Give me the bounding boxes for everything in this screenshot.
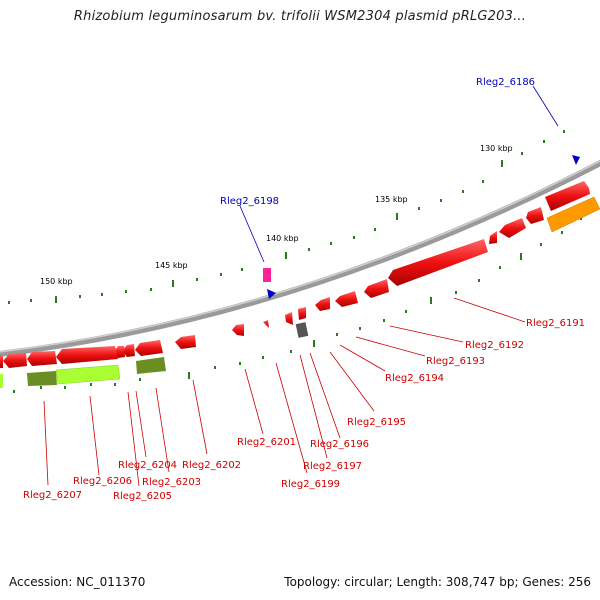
gene-arrow[interactable] — [364, 279, 389, 298]
gene-label[interactable]: Rleg2_6205 — [113, 491, 172, 502]
gene-label[interactable]: Rleg2_6199 — [281, 479, 340, 490]
gene-label[interactable]: Rleg2_6186 — [476, 77, 535, 88]
marker-blue-triangle[interactable] — [572, 155, 580, 165]
gene-arrow[interactable] — [489, 231, 497, 244]
scale-label-145kbp: 145 kbp — [155, 261, 188, 270]
scale-label-135kbp: 135 kbp — [375, 195, 408, 204]
gene-arrow[interactable] — [285, 312, 293, 325]
scale-label-150kbp: 150 kbp — [40, 277, 73, 286]
gene-arrow[interactable] — [298, 307, 306, 320]
gene-arrow[interactable] — [335, 291, 358, 307]
gene-arrow[interactable] — [135, 340, 163, 356]
gene-gray[interactable] — [295, 322, 309, 338]
gene-arrow[interactable] — [232, 324, 244, 336]
backbone-arc-highlight — [0, 160, 600, 353]
gene-arrows-red — [0, 181, 590, 368]
inner-tick-ring — [13, 217, 582, 393]
gene-orange[interactable] — [546, 196, 600, 233]
gene-olive[interactable] — [136, 357, 166, 374]
map-title: Rhizobium leguminosarum bv. trifolii WSM… — [73, 9, 527, 24]
gene-label[interactable]: Rleg2_6201 — [237, 437, 296, 448]
gene-arrow[interactable] — [0, 355, 3, 368]
gene-arrow[interactable] — [499, 218, 526, 238]
gene-label[interactable]: Rleg2_6206 — [73, 476, 132, 487]
gene-label[interactable]: Rleg2_6192 — [465, 340, 524, 351]
gene-lime[interactable] — [0, 374, 3, 388]
gene-arrow[interactable] — [175, 335, 196, 349]
gene-label[interactable]: Rleg2_6197 — [303, 461, 362, 472]
marker-blue-triangle[interactable] — [267, 289, 276, 299]
gene-arrow[interactable] — [122, 344, 135, 357]
gene-lime[interactable] — [55, 364, 121, 385]
gene-label[interactable]: Rleg2_6195 — [347, 417, 406, 428]
gene-arrow[interactable] — [3, 353, 27, 368]
accession-text: Accession: NC_011370 — [9, 575, 146, 589]
gene-label[interactable]: Rleg2_6194 — [385, 373, 444, 384]
scale-label-140kbp: 140 kbp — [266, 234, 299, 243]
gene-arrow[interactable] — [388, 239, 488, 286]
gene-olive[interactable] — [27, 371, 57, 386]
gene-label[interactable]: Rleg2_6203 — [142, 477, 201, 488]
gene-label[interactable]: Rleg2_6196 — [310, 439, 369, 450]
gene-label[interactable]: Rleg2_6204 — [118, 460, 177, 471]
gene-arrow[interactable] — [315, 297, 330, 311]
gene-arrow[interactable] — [56, 346, 118, 364]
gene-label[interactable]: Rleg2_6193 — [426, 356, 485, 367]
gene-magenta[interactable] — [263, 268, 271, 282]
gene-label[interactable]: Rleg2_6202 — [182, 460, 241, 471]
gene-arrow[interactable] — [27, 351, 57, 366]
gene-arrow[interactable] — [263, 320, 269, 328]
backbone-arc — [0, 159, 600, 357]
gene-label[interactable]: Rleg2_6191 — [526, 318, 585, 329]
scale-label-130kbp: 130 kbp — [480, 144, 513, 153]
gene-arrow[interactable] — [545, 181, 590, 211]
outer-tick-ring — [8, 130, 565, 304]
gene-label[interactable]: Rleg2_6198 — [220, 196, 279, 207]
gene-arrow[interactable] — [526, 207, 544, 224]
label-leader-lines — [43, 85, 559, 487]
gene-label[interactable]: Rleg2_6207 — [23, 490, 82, 501]
topology-text: Topology: circular; Length: 308,747 bp; … — [284, 575, 591, 589]
